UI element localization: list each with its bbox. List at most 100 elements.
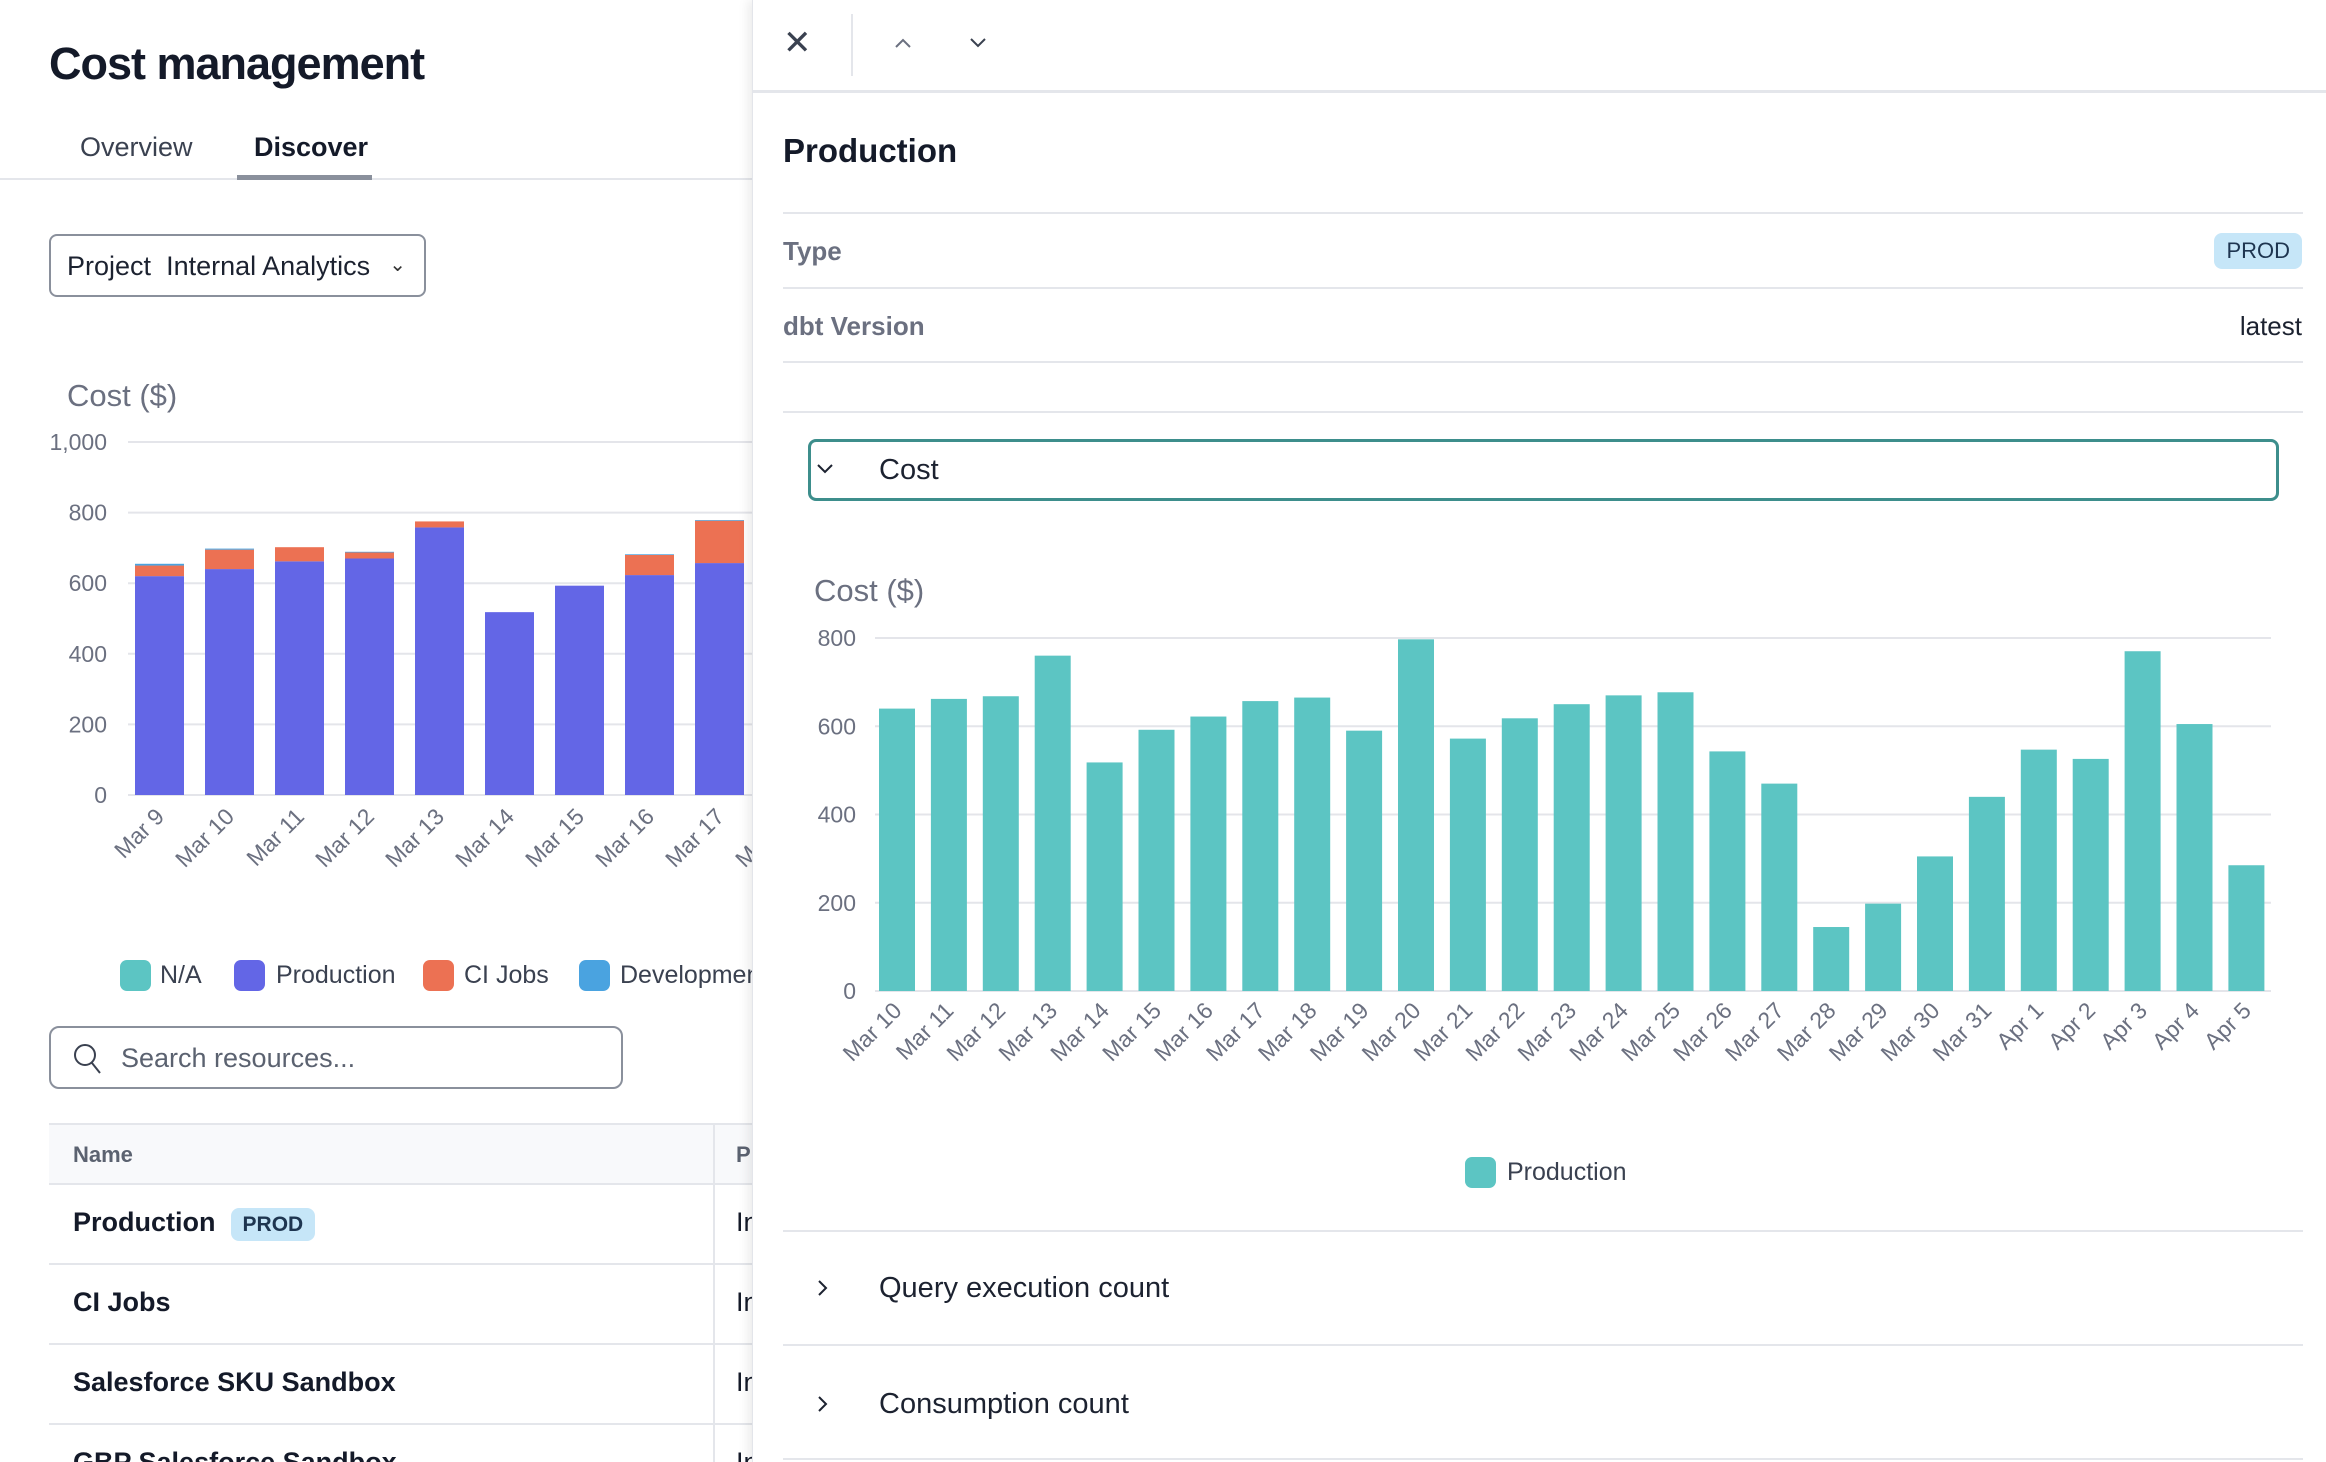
bar-production xyxy=(2020,749,2057,991)
legend-swatch-na xyxy=(120,960,151,991)
active-tab-indicator xyxy=(237,175,372,180)
bar-production xyxy=(2176,724,2213,991)
bar-ci-jobs xyxy=(625,554,674,576)
x-tick-label: Apr 1 xyxy=(1991,997,2048,1054)
bar-production xyxy=(1605,695,1642,991)
bar-production xyxy=(695,563,744,795)
bar-production xyxy=(2228,865,2265,991)
consumption-count-section[interactable]: Consumption count xyxy=(783,1346,2303,1458)
bar-ci-jobs xyxy=(415,521,464,528)
search-icon xyxy=(74,1044,101,1074)
bar-production xyxy=(2072,758,2109,991)
consumption-count-label: Consumption count xyxy=(879,1388,1129,1420)
bar-production xyxy=(930,698,967,991)
close-icon[interactable]: ✕ xyxy=(783,24,812,62)
x-tick-label: Mar 18 xyxy=(730,803,752,872)
row-name: Production PROD xyxy=(73,1207,316,1241)
tab-discover[interactable]: Discover xyxy=(254,132,369,162)
table-row[interactable]: GBP Salesforce Sandbox Internal Analytic… xyxy=(49,1425,752,1462)
bar-ci-jobs xyxy=(695,520,744,564)
bar-ci-jobs xyxy=(135,565,184,577)
dbt-version-value: latest xyxy=(2239,311,2302,341)
project-filter-dropdown[interactable]: Project Internal Analytics ⌄ xyxy=(49,234,426,297)
search-input[interactable] xyxy=(121,1040,601,1076)
detail-title: Production xyxy=(783,132,958,169)
legend-swatch-production xyxy=(234,960,265,991)
y-tick-label: 400 xyxy=(69,641,107,667)
column-header-project[interactable]: Project xyxy=(736,1142,752,1167)
bar-production xyxy=(1657,692,1694,991)
bar-production xyxy=(1449,738,1486,991)
x-tick-label: Mar 12 xyxy=(310,803,379,872)
left-chart-title: Cost ($) xyxy=(67,378,178,413)
bar-ci-jobs xyxy=(275,547,324,562)
table-row[interactable]: Salesforce SKU Sandbox Internal Analytic… xyxy=(49,1345,752,1425)
bar-production xyxy=(1917,856,1953,991)
query-execution-count-section[interactable]: Query execution count xyxy=(783,1232,2303,1344)
table-header: Name Project xyxy=(49,1123,752,1185)
legend-swatch-production xyxy=(1465,1157,1496,1188)
search-resources-field[interactable] xyxy=(49,1026,623,1089)
bar-production xyxy=(1346,730,1383,991)
column-header-name[interactable]: Name xyxy=(73,1142,133,1167)
legend-label-production[interactable]: Production xyxy=(276,961,396,989)
bar-production xyxy=(135,576,184,795)
bar-production xyxy=(1138,729,1175,991)
bar-production xyxy=(2124,651,2161,991)
chevron-down-icon xyxy=(817,464,833,474)
table-row[interactable]: Production PROD Internal Analytics xyxy=(49,1185,752,1265)
y-tick-label: 0 xyxy=(94,782,107,808)
bar-production xyxy=(1242,701,1279,991)
bar-production xyxy=(1190,716,1227,991)
cost-section-header[interactable]: Cost xyxy=(808,439,2279,501)
page-title: Cost management xyxy=(49,38,425,89)
legend-label-production[interactable]: Production xyxy=(1507,1158,1627,1186)
toolbar-divider xyxy=(851,14,853,76)
row-project: Internal Analytics xyxy=(736,1207,752,1237)
row-name-text: Production xyxy=(73,1207,216,1237)
bar-ci-jobs xyxy=(345,552,394,559)
tabs-divider xyxy=(0,178,752,180)
legend-swatch-ci-jobs xyxy=(423,960,454,991)
bar-production xyxy=(1294,697,1331,991)
query-execution-count-label: Query execution count xyxy=(879,1272,1170,1304)
table-row[interactable]: CI Jobs Internal Analytics xyxy=(49,1265,752,1345)
bar-production xyxy=(1813,927,1850,991)
divider xyxy=(783,411,2303,413)
bar-production xyxy=(1865,903,1902,991)
divider xyxy=(783,361,2303,363)
tab-overview[interactable]: Overview xyxy=(80,132,193,162)
legend-label-na[interactable]: N/A xyxy=(160,961,202,989)
x-tick-label: Apr 2 xyxy=(2043,997,2100,1054)
y-tick-label: 200 xyxy=(818,890,856,916)
y-tick-label: 800 xyxy=(69,500,107,526)
detail-panel: ✕ Production Type PROD dbt Version lates… xyxy=(752,0,2326,1462)
x-tick-label: Mar 31 xyxy=(1927,997,1996,1066)
y-tick-label: 600 xyxy=(818,713,856,739)
legend-label-ci-jobs[interactable]: CI Jobs xyxy=(464,961,549,989)
bar-production xyxy=(982,696,1019,991)
bar-production xyxy=(485,612,534,795)
chevron-right-icon xyxy=(818,1280,828,1296)
chevron-down-icon[interactable] xyxy=(968,36,988,50)
bar-production xyxy=(625,575,674,795)
row-name: Salesforce SKU Sandbox xyxy=(73,1367,396,1397)
type-prod-badge: PROD xyxy=(2214,233,2302,269)
bar-production xyxy=(205,569,254,795)
x-tick-label: Mar 11 xyxy=(241,803,309,871)
row-name: GBP Salesforce Sandbox xyxy=(73,1447,397,1462)
bar-production xyxy=(275,561,324,795)
prod-badge: PROD xyxy=(230,1208,316,1241)
y-tick-label: 200 xyxy=(69,711,107,737)
right-chart-title: Cost ($) xyxy=(814,573,925,608)
x-tick-label: Apr 4 xyxy=(2147,997,2204,1054)
chevron-up-icon[interactable] xyxy=(893,36,913,50)
x-tick-label: Mar 14 xyxy=(450,803,519,872)
x-tick-label: Mar 10 xyxy=(838,997,907,1066)
bar-production xyxy=(1398,639,1434,991)
bar-development xyxy=(695,520,744,521)
bar-production xyxy=(1034,655,1071,991)
legend-label-development[interactable]: Development xyxy=(620,961,752,989)
